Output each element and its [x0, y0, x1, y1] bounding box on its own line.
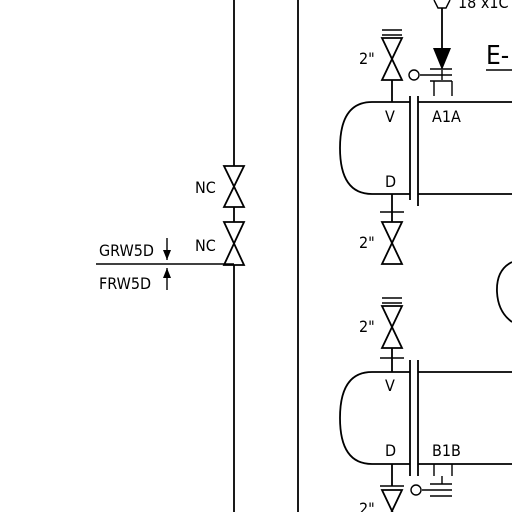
nc-valve-upper-label: NC	[195, 178, 216, 197]
exchanger-a-drain-size: 2"	[359, 233, 375, 252]
nc-valve-lower[interactable]	[222, 221, 246, 266]
top-partial-label: 18 x1C	[458, 0, 509, 12]
branch-label-frw5d: FRW5D	[99, 274, 151, 293]
drain-valve-b[interactable]	[380, 489, 404, 517]
exchanger-b-drain-size: 2"	[359, 499, 375, 512]
nc-valve-upper[interactable]	[222, 165, 246, 208]
exchanger-a-vent-size: 2"	[359, 49, 375, 68]
partial-vessel-circle	[496, 261, 512, 323]
top-instrument-connection	[433, 0, 451, 70]
exchanger-a-vent-label: V	[385, 107, 395, 126]
exchanger-b-nozzle-label: B1B	[432, 441, 461, 460]
exchanger-b-vent-size: 2"	[359, 317, 375, 336]
heat-exchanger-a	[339, 29, 512, 265]
vent-valve-b[interactable]	[380, 305, 404, 349]
branch-line	[96, 238, 234, 290]
exchanger-b-drain-label: D	[385, 441, 396, 460]
exchanger-b-vent-label: V	[385, 376, 395, 395]
heat-exchanger-b	[339, 297, 512, 517]
equipment-tag-partial: E-	[486, 41, 509, 71]
drain-valve-a[interactable]	[380, 221, 404, 265]
nc-valve-lower-label: NC	[195, 236, 216, 255]
branch-label-grw5d: GRW5D	[99, 241, 154, 260]
exchanger-a-nozzle-label: A1A	[432, 107, 461, 126]
vent-valve-a[interactable]	[380, 37, 404, 81]
exchanger-a-drain-label: D	[385, 172, 396, 191]
